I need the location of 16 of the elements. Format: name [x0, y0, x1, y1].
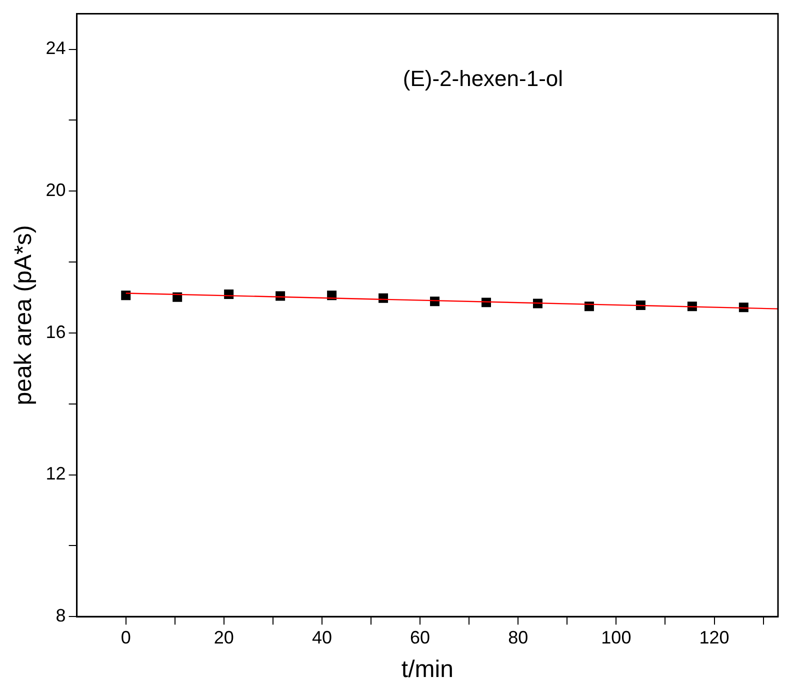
- y-tick-label: 12: [46, 464, 66, 484]
- x-tick-label: 40: [312, 627, 332, 648]
- point: [121, 290, 131, 300]
- y-tick-label: 16: [46, 322, 66, 342]
- annotation: (E)-2-hexen-1-ol: [402, 66, 564, 92]
- x-tick-label: 100: [601, 627, 632, 648]
- x-tick-label: 0: [120, 627, 131, 648]
- x-axis-title: t/min: [401, 656, 454, 684]
- y-axis-title: peak area (pA*s): [10, 225, 38, 406]
- x-tick-label: 20: [214, 627, 234, 648]
- x-tick-label: 80: [508, 627, 528, 648]
- y-tick-label: 24: [46, 38, 66, 58]
- x-tick-label: 60: [410, 627, 430, 648]
- x-tick-label: 120: [699, 627, 730, 648]
- y-tick-label: 8: [56, 606, 66, 626]
- y-tick-label: 20: [46, 180, 66, 200]
